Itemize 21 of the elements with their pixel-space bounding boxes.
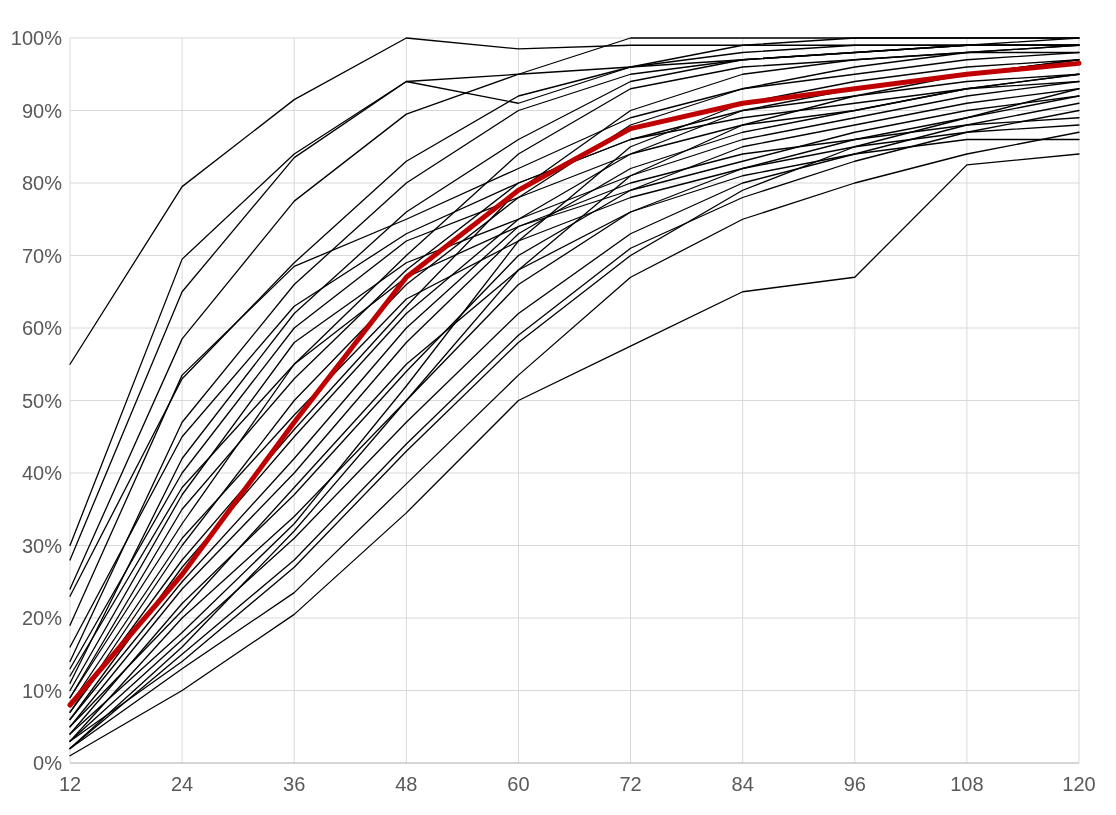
y-tick-label: 60% <box>21 317 63 339</box>
x-tick-label: 36 <box>283 773 306 795</box>
y-tick-label: 50% <box>21 389 63 412</box>
y-tick-label: 40% <box>21 462 63 484</box>
y-tick-label: 90% <box>21 99 63 122</box>
y-tick-label: 10% <box>21 679 63 702</box>
x-tick-label: 96 <box>843 773 866 795</box>
x-tick-label: 12 <box>58 773 82 795</box>
x-tick-label: 60 <box>507 773 530 795</box>
y-tick-label: 30% <box>21 534 63 557</box>
y-tick-label: 80% <box>21 172 63 194</box>
x-tick-label: 24 <box>170 773 194 795</box>
y-tick-label: 100% <box>10 27 63 49</box>
x-tick-label: 120 <box>1062 773 1096 795</box>
x-tick-label: 48 <box>395 773 418 795</box>
y-tick-label: 70% <box>21 244 63 267</box>
x-tick-label: 84 <box>731 773 754 795</box>
x-tick-label: 72 <box>619 773 642 795</box>
y-tick-label: 20% <box>21 607 63 629</box>
y-tick-label: 0% <box>33 752 63 774</box>
x-tick-label: 108 <box>950 773 984 795</box>
